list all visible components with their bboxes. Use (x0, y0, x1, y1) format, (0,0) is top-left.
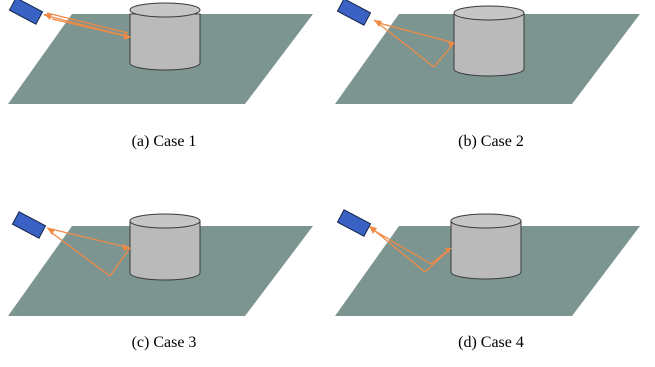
arrowhead-left (369, 226, 377, 234)
panel-b: (b) Case 2 (335, 0, 640, 150)
ray-arrowheads (369, 226, 451, 254)
ray-bounce (109, 247, 131, 277)
caption-a: (a) Case 1 (132, 133, 197, 150)
lidar-sensor (336, 209, 372, 237)
arrowhead-right (448, 41, 454, 48)
cylinder-top (453, 5, 525, 21)
ray-out (373, 19, 435, 68)
ray-return (374, 230, 432, 265)
cylinder-body (450, 220, 522, 280)
light-rays (43, 12, 131, 38)
light-rays (46, 227, 131, 277)
cylinder-body (129, 220, 201, 281)
ray-arrowheads (374, 20, 454, 48)
lidar-sensor (8, 0, 44, 25)
cylinder-body (453, 13, 525, 77)
caption-d: (d) Case 4 (458, 334, 524, 351)
panel-c: (c) Case 3 (8, 211, 313, 351)
ray-arrowheads (44, 14, 131, 40)
arrowhead-right (124, 33, 131, 40)
caption-b: (b) Case 2 (458, 133, 524, 150)
cylinder-top (450, 213, 522, 229)
ray-return (378, 22, 455, 44)
arrowhead-left (44, 14, 52, 20)
caption-c: (c) Case 3 (132, 334, 197, 351)
cylinder-body (129, 13, 201, 71)
panel-a: (a) Case 1 (8, 0, 313, 150)
ray-arrowheads (47, 228, 130, 251)
arrowhead-left (374, 20, 382, 27)
cylinder-top (129, 2, 201, 18)
ray-return (51, 232, 111, 277)
panel-d: (d) Case 4 (335, 209, 640, 351)
lidar-sensor (336, 0, 372, 26)
arrowhead-right (445, 248, 451, 254)
ray-direct-mid (46, 12, 129, 34)
ray-out (46, 227, 131, 249)
arrowhead-left (47, 228, 55, 235)
lidar-sensor (11, 211, 47, 239)
arrowhead-right (123, 244, 130, 251)
ray-direct-back (51, 18, 131, 38)
cylinder-top (129, 213, 201, 229)
